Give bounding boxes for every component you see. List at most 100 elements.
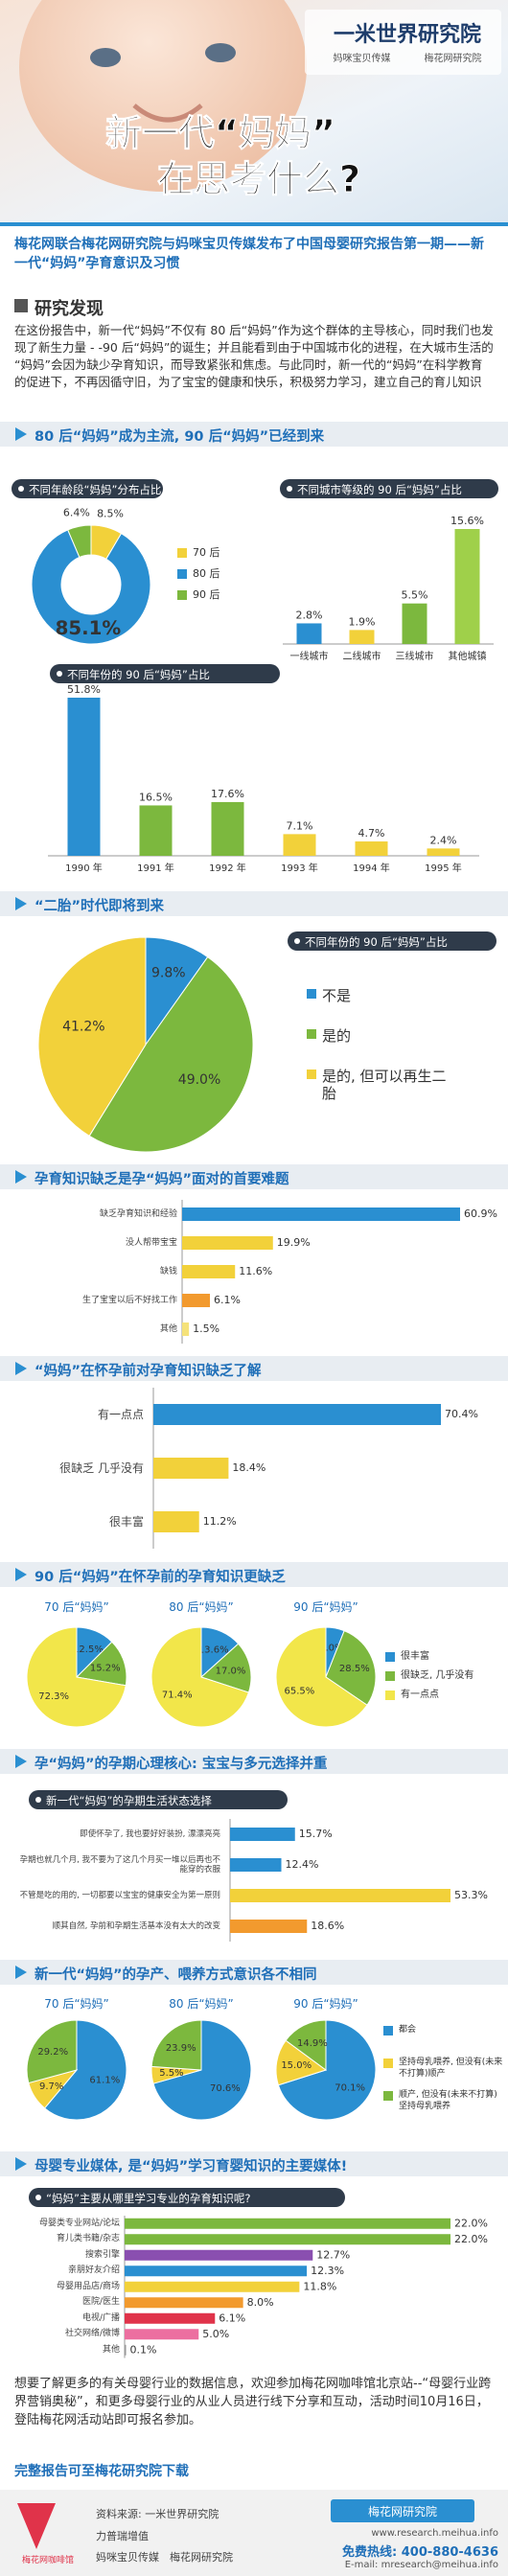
section-band bbox=[0, 1749, 508, 1774]
section-title: 80 后“妈妈”成为主流, 90 后“妈妈”已经到来 bbox=[35, 429, 325, 445]
legend-label: 不是 bbox=[322, 987, 352, 1004]
value-label: 72.3% bbox=[38, 1691, 69, 1702]
section-icon bbox=[15, 427, 27, 441]
bar bbox=[402, 603, 427, 644]
value-label: 61.1% bbox=[89, 2076, 120, 2086]
section-title: 新一代“妈妈”的孕产、喂养方式意识各不相同 bbox=[35, 1967, 317, 1983]
value-label: 15.6% bbox=[450, 515, 484, 527]
main-title: 在思考什么? bbox=[156, 158, 361, 201]
subtitle-pill bbox=[280, 479, 498, 498]
section-title: “二胎”时代即将到来 bbox=[35, 899, 165, 914]
legend-label: 80 后 bbox=[193, 567, 220, 580]
footer-logo bbox=[17, 2503, 56, 2549]
category-label: 1992 年 bbox=[209, 862, 246, 874]
legend-swatch bbox=[383, 2058, 393, 2068]
bar bbox=[283, 834, 316, 856]
pill-dot bbox=[35, 2195, 41, 2200]
download-link[interactable]: 完整报告可至梅花研究院下载 bbox=[14, 2464, 189, 2479]
category-label: 三线城市 bbox=[396, 650, 434, 662]
pie-slice bbox=[275, 2039, 328, 2086]
value-label: 22.0% bbox=[454, 2217, 488, 2229]
category-label: 育儿类书籍/杂志 bbox=[56, 2234, 120, 2244]
bar bbox=[125, 2266, 308, 2277]
bar bbox=[139, 805, 173, 856]
bar bbox=[125, 2281, 300, 2292]
subtitle-pill bbox=[29, 2188, 345, 2207]
chart-subtitle: 不同年份的 90 后“妈妈”占比 bbox=[305, 935, 448, 949]
legend-swatch bbox=[307, 1029, 316, 1039]
subtitle-pill bbox=[50, 664, 280, 683]
bar bbox=[125, 2344, 127, 2356]
pie-title: 90 后“妈妈” bbox=[293, 1997, 358, 2011]
brand: 一米世界研究院 bbox=[333, 23, 481, 47]
legend-swatch bbox=[385, 1690, 395, 1700]
bar bbox=[125, 2312, 216, 2324]
category-label: 1994 年 bbox=[353, 862, 390, 874]
category-label: 医院/医生 bbox=[81, 2297, 120, 2308]
value-label: 11.2% bbox=[203, 1515, 237, 1528]
value-label: 4.7% bbox=[358, 827, 385, 840]
category-label: 其他城镇 bbox=[449, 650, 487, 662]
pill-dot bbox=[18, 486, 24, 492]
bar bbox=[230, 1889, 450, 1902]
legend-label: 很缺乏, 几乎没有 bbox=[401, 1670, 474, 1681]
value-label: 18.6% bbox=[311, 1920, 344, 1932]
bar bbox=[454, 529, 480, 644]
bar bbox=[349, 630, 375, 644]
category-label: 有一点点 bbox=[97, 1408, 144, 1421]
section-band bbox=[0, 891, 508, 916]
category-label: 母婴类专业网站/论坛 bbox=[38, 2218, 120, 2228]
bar bbox=[125, 2218, 450, 2229]
value-label: 70.4% bbox=[445, 1408, 478, 1420]
category-label: 一线城市 bbox=[290, 650, 329, 662]
value-label: 1.9% bbox=[349, 615, 376, 628]
bar bbox=[182, 1236, 273, 1250]
bar bbox=[230, 1858, 282, 1872]
section-icon bbox=[15, 1568, 27, 1581]
chart-subtitle: “妈妈”主要从哪里学习专业的孕育知识呢? bbox=[46, 2192, 251, 2205]
chart-subtitle: 不同城市等级的 90 后“妈妈”占比 bbox=[297, 483, 462, 496]
value-label: 2.8% bbox=[296, 609, 323, 621]
baby-eye bbox=[90, 48, 121, 67]
bar bbox=[125, 2297, 243, 2309]
bar bbox=[182, 1265, 236, 1278]
value-label: 28.5% bbox=[339, 1664, 370, 1674]
outro-text: 想要了解更多的有关母婴行业的数据信息，欢迎参加梅花网咖啡馆北京站--“母婴行业跨… bbox=[14, 2377, 492, 2427]
category-label: 没人帮带宝宝 bbox=[125, 1237, 177, 1248]
bar bbox=[296, 623, 322, 644]
category-label: 1995 年 bbox=[425, 862, 462, 874]
category-label: 社交网络/微博 bbox=[64, 2329, 120, 2339]
legend-swatch bbox=[307, 989, 316, 999]
category-label: 即使怀孕了, 我也要好好装扮, 漂漂亮亮 bbox=[80, 1828, 220, 1839]
category-label: 顺其自然, 孕前和孕期生活基本没有太大的改变 bbox=[52, 1920, 220, 1931]
footer-site: www.research.meihua.info bbox=[371, 2528, 498, 2539]
value-label: 5.5% bbox=[402, 589, 428, 602]
value-label: 15.2% bbox=[90, 1664, 121, 1674]
pie-title: 80 后“妈妈” bbox=[169, 1600, 234, 1614]
section-icon bbox=[15, 2157, 27, 2171]
pie-slice bbox=[325, 1630, 377, 1706]
bar bbox=[182, 1208, 460, 1221]
legend-swatch bbox=[385, 1671, 395, 1681]
category-label: 很丰富 bbox=[108, 1515, 144, 1529]
pie-slice bbox=[37, 936, 147, 1137]
footer-hotline: 免费热线: 400-880-4636 bbox=[342, 2545, 498, 2560]
value-label: 6.4% bbox=[63, 507, 90, 519]
baby-face bbox=[19, 0, 307, 192]
footer-sources: 妈咪宝贝传媒 梅花网研究院 bbox=[96, 2551, 233, 2564]
category-label: 孕期也就几个月, 我不要为了这几个月买一堆以后再也不能穿的衣服 bbox=[19, 1854, 220, 1875]
legend-swatch bbox=[383, 2091, 393, 2101]
pie-title: 90 后“妈妈” bbox=[293, 1600, 358, 1614]
findings-text: 在这份报告中，新一代“妈妈”不仅有 80 后“妈妈”作为这个群体的主导核心，同时… bbox=[14, 323, 494, 389]
pie-slice bbox=[75, 1641, 127, 1687]
section-icon bbox=[15, 1170, 27, 1184]
category-label: 二线城市 bbox=[343, 650, 381, 662]
footer-button-label[interactable]: 梅花网研究院 bbox=[367, 2505, 437, 2518]
section-icon bbox=[15, 1755, 27, 1768]
category-label: 很缺乏 几乎没有 bbox=[59, 1461, 144, 1475]
pie-title: 80 后“妈妈” bbox=[169, 1997, 234, 2011]
section-title: “妈妈”在怀孕前对孕育知识缺乏了解 bbox=[35, 1364, 262, 1379]
pie-slice bbox=[26, 1626, 127, 1728]
section-icon bbox=[15, 1362, 27, 1375]
